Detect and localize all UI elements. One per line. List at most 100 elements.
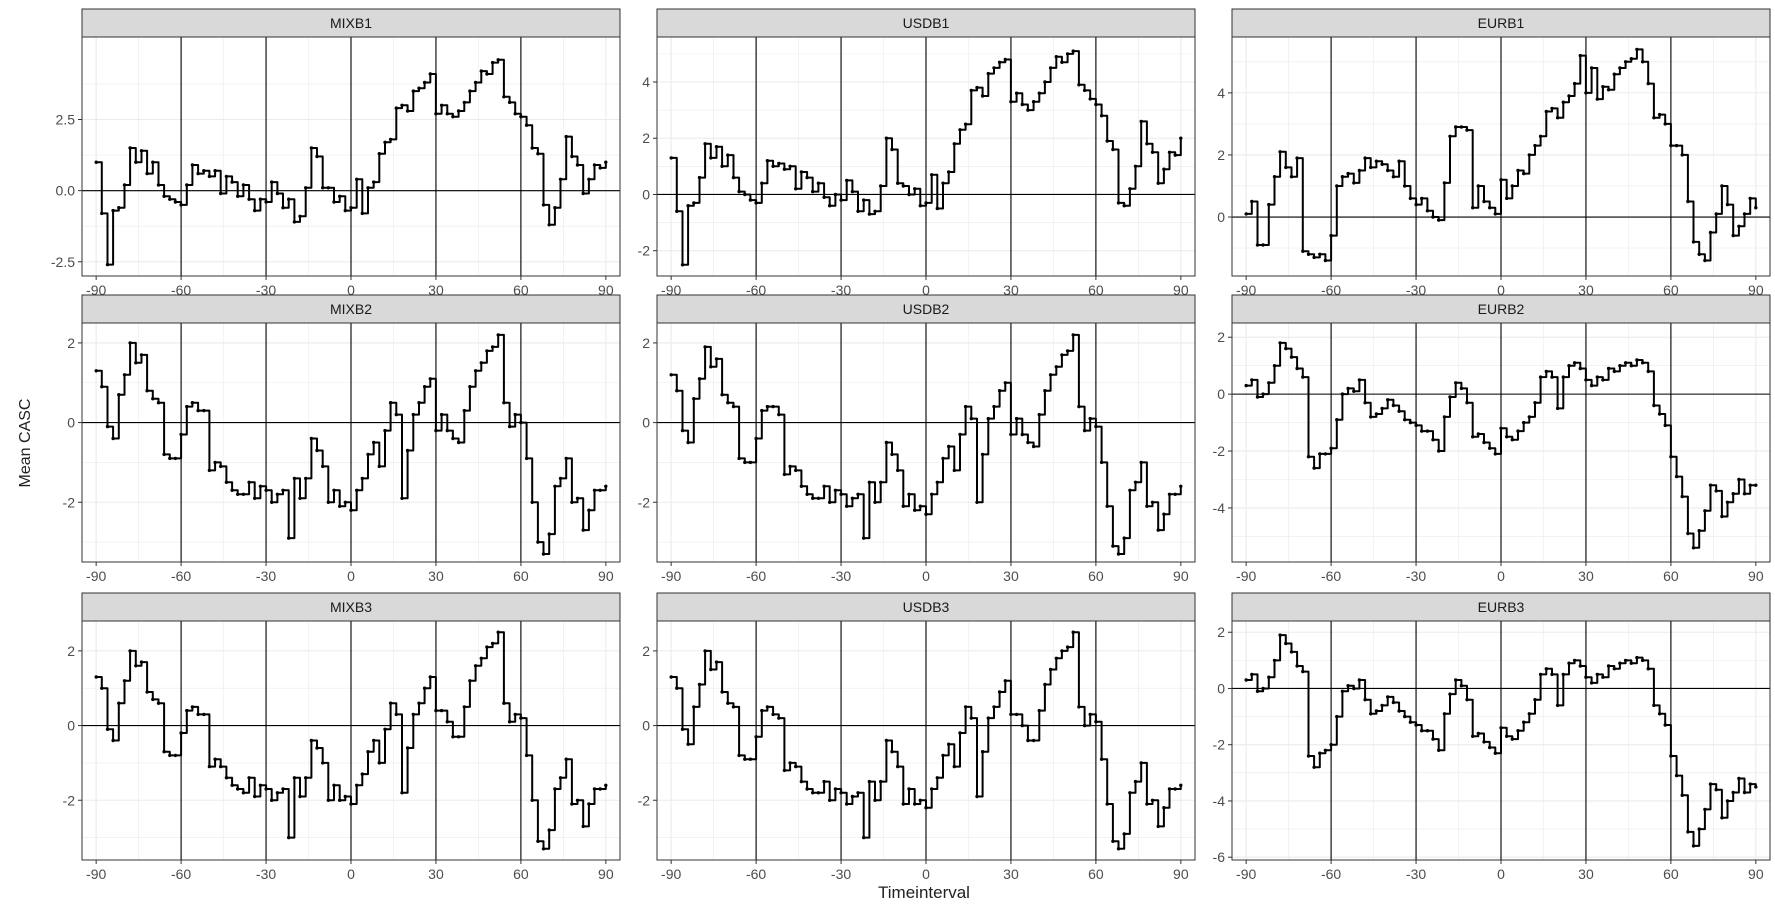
data-point: [709, 156, 713, 160]
data-point: [697, 377, 702, 381]
data-point: [1652, 403, 1656, 408]
data-point: [1031, 738, 1036, 743]
data-point: [519, 716, 523, 720]
data-point: [1003, 381, 1007, 385]
data-point: [1561, 375, 1566, 379]
data-point: [145, 171, 149, 176]
data-point: [862, 835, 866, 840]
data-point: [669, 675, 673, 679]
data-point: [1482, 199, 1486, 204]
data-point: [1340, 689, 1345, 693]
data-point: [1437, 218, 1441, 222]
data-point: [321, 186, 325, 190]
data-point: [536, 152, 540, 156]
data-point: [1595, 375, 1600, 379]
x-tick-label: 30: [1003, 568, 1019, 584]
data-point: [980, 452, 985, 457]
x-tick-label: 60: [1088, 568, 1104, 584]
strip-eurb3: [1231, 592, 1771, 622]
data-point: [1663, 723, 1667, 727]
data-point: [1071, 49, 1075, 53]
data-point: [1099, 460, 1104, 465]
data-point: [213, 169, 217, 173]
data-point: [1578, 53, 1583, 58]
strip-title-usdb3: USDB3: [903, 599, 950, 615]
data-point: [541, 203, 546, 207]
data-point: [686, 440, 690, 445]
data-point: [372, 738, 376, 743]
y-tick-label: 2: [642, 335, 650, 351]
data-point: [720, 690, 724, 694]
data-point: [1442, 181, 1447, 185]
data-point: [530, 146, 534, 150]
x-tick-label: -90: [86, 282, 106, 298]
data-point: [315, 154, 319, 159]
data-point: [439, 103, 444, 108]
data-point: [1674, 474, 1679, 479]
data-point: [1133, 164, 1138, 168]
data-point: [270, 180, 274, 184]
data-point: [1145, 802, 1149, 806]
data-point: [587, 177, 591, 181]
y-tick-label: 2: [1217, 329, 1225, 345]
data-point: [1272, 364, 1277, 368]
data-point: [1425, 729, 1430, 733]
data-point: [1618, 66, 1622, 70]
data-point: [411, 89, 415, 93]
data-point: [1167, 787, 1172, 791]
data-point: [1267, 202, 1271, 207]
data-point: [258, 783, 263, 787]
data-point: [1533, 143, 1537, 148]
data-point: [1589, 66, 1594, 70]
data-point: [1742, 492, 1747, 496]
data-point: [1414, 423, 1418, 428]
data-point: [799, 484, 804, 488]
data-point: [377, 464, 381, 469]
data-point: [105, 262, 110, 267]
data-point: [1150, 500, 1155, 504]
data-point: [958, 731, 962, 735]
data-point: [207, 174, 212, 179]
data-point: [907, 787, 911, 791]
data-point: [162, 750, 166, 754]
data-point: [185, 183, 189, 187]
data-point: [782, 167, 787, 171]
data-point: [473, 369, 478, 373]
data-point: [879, 779, 883, 784]
data-point: [1448, 692, 1452, 696]
data-point: [207, 764, 212, 769]
data-point: [1516, 429, 1520, 433]
x-tick-label: 30: [1578, 568, 1594, 584]
data-point: [128, 341, 132, 345]
data-point: [100, 385, 104, 389]
data-point: [1623, 361, 1628, 365]
y-tick-label: 2: [642, 643, 650, 659]
data-point: [884, 136, 889, 140]
data-point: [918, 798, 922, 802]
data-point: [236, 492, 240, 496]
data-point: [1346, 386, 1350, 391]
data-point: [1680, 793, 1684, 797]
data-point: [168, 456, 172, 461]
data-point: [558, 776, 563, 780]
data-point: [321, 464, 325, 469]
data-point: [185, 708, 189, 713]
data-point: [575, 496, 580, 500]
x-tick-label: 90: [1748, 282, 1764, 298]
data-point: [737, 189, 741, 194]
data-point: [1550, 106, 1554, 111]
data-point: [1128, 791, 1132, 795]
data-point: [190, 401, 195, 405]
data-point: [1244, 212, 1248, 216]
data-point: [1555, 703, 1560, 708]
data-point: [502, 401, 506, 405]
data-point: [1329, 446, 1333, 450]
data-point: [1544, 369, 1549, 374]
data-point: [1640, 361, 1645, 365]
data-point: [1544, 109, 1549, 114]
x-tick-label: 30: [1003, 282, 1019, 298]
data-point: [1255, 395, 1260, 399]
data-point: [1037, 91, 1042, 95]
data-point: [292, 476, 297, 481]
